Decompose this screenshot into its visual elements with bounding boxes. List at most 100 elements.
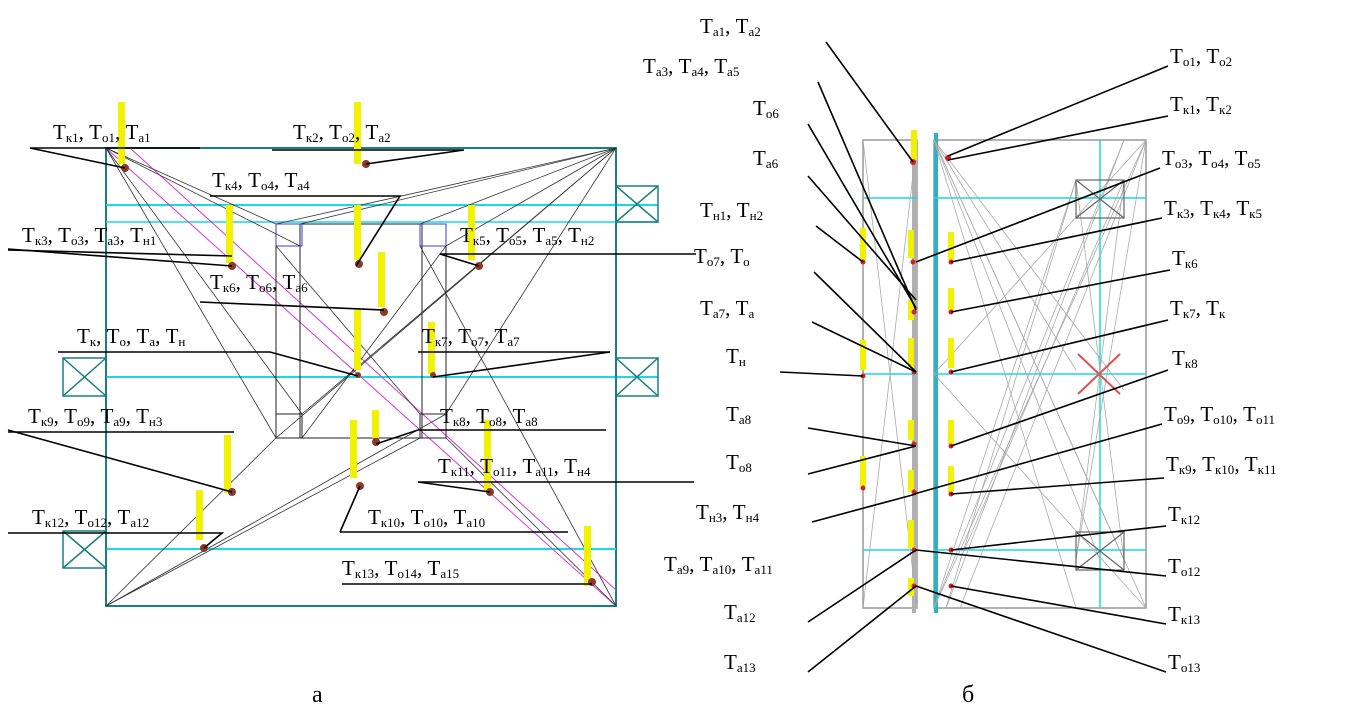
label-base: Т <box>100 404 114 428</box>
label-subscript: к <box>1218 306 1226 321</box>
label-base: Т <box>1162 146 1175 170</box>
label-subscript: а1 <box>712 24 726 39</box>
sensor-label-b-a6: Та6 <box>753 148 779 171</box>
label-base: Т <box>732 500 746 524</box>
panel-a-caption: а <box>312 682 323 708</box>
sensor-label-b-k1: Тк1, Тк2 <box>1170 92 1232 117</box>
label-subscript: а5 <box>727 64 740 79</box>
label-subscript: о12 <box>1180 564 1201 579</box>
label-base: Т <box>724 650 737 674</box>
label-subscript: а <box>149 334 156 349</box>
label-base: Т <box>1236 196 1250 220</box>
label-subscript: к13 <box>354 566 375 581</box>
label-subscript: о10 <box>423 515 443 530</box>
label-subscript: к5 <box>1249 206 1262 221</box>
label-subscript: о2 <box>1219 54 1233 69</box>
label-base: Т <box>106 324 120 348</box>
sensor-label-b-k3: Тк3, Тк4, Тк5 <box>1164 196 1262 221</box>
label-base: Т <box>726 344 739 368</box>
label-base: Т <box>136 404 149 428</box>
label-base: Т <box>438 454 451 478</box>
label-base: Т <box>726 450 739 474</box>
label-subscript: а2 <box>748 24 761 39</box>
label-subscript: к10 <box>1214 462 1235 477</box>
label-subscript: а7 <box>712 306 726 321</box>
panel-b-drawing <box>779 41 1171 673</box>
label-subscript: к1 <box>1182 102 1196 117</box>
sensor-label-b-k9: Тк9, Тк10, Тк11 <box>1166 452 1277 477</box>
label-base: Т <box>700 14 713 38</box>
label-subscript: а12 <box>130 515 150 530</box>
label-base: Т <box>696 500 709 524</box>
label-subscript: к13 <box>1180 612 1201 627</box>
label-subscript: о12 <box>87 515 107 530</box>
label-base: Т <box>1202 452 1215 476</box>
label-base: Т <box>522 454 536 478</box>
label-subscript: о1 <box>1182 54 1196 69</box>
sensor-label-a-k3: Тк3, То3, Та3, Тн1 <box>22 223 157 248</box>
label-base: Т <box>1170 44 1183 68</box>
sensor-label-b-o3: То3, То4, То5 <box>1162 146 1261 171</box>
sensor-label-b-o7: То7, То <box>694 244 750 269</box>
label-base: Т <box>741 552 755 576</box>
label-subscript: а2 <box>378 130 391 145</box>
label-subscript: н4 <box>745 510 760 525</box>
label-base: Т <box>117 505 131 529</box>
label-base: Т <box>1198 146 1212 170</box>
label-base: Т <box>699 552 713 576</box>
label-base: Т <box>678 54 692 78</box>
sensor-label-b-a3: Та3, Та4, Та5 <box>643 54 740 79</box>
label-base: Т <box>700 296 713 320</box>
label-base: Т <box>730 244 744 268</box>
sensor-label-a-k8: Тк8, То8, Та8 <box>440 404 538 429</box>
label-base: Т <box>735 296 749 320</box>
label-subscript: к7 <box>434 334 448 349</box>
label-subscript: а6 <box>765 156 779 171</box>
sensor-label-a-k11: Тк11, То11, Та11, Тн4 <box>438 454 591 479</box>
label-subscript: о13 <box>1180 660 1201 675</box>
sensor-label-b-o6: То6 <box>753 98 779 121</box>
label-base: Т <box>284 168 298 192</box>
label-base: Т <box>384 556 398 580</box>
sensor-label-a-k12: Тк12, То12, Та12 <box>32 505 150 530</box>
panel-b-caption: б <box>962 682 975 708</box>
label-base: Т <box>1168 554 1181 578</box>
sensor-label-b-a12: Та12 <box>724 602 756 625</box>
label-base: Т <box>136 324 150 348</box>
label-base: Т <box>410 505 424 529</box>
sensor-label-a-k1: Тк1, То1, Та1 <box>53 120 151 145</box>
label-base: Т <box>246 270 259 294</box>
label-subscript: к12 <box>44 515 65 530</box>
label-base: Т <box>365 120 379 144</box>
label-base: Т <box>1164 402 1177 426</box>
label-subscript: а5 <box>545 233 558 248</box>
sensor-label-a-k7: Тк7, То7, Та7 <box>422 324 520 349</box>
label-subscript: к4 <box>224 178 238 193</box>
label-base: Т <box>453 505 467 529</box>
label-subscript: о2 <box>341 130 355 145</box>
label-base: Т <box>125 120 139 144</box>
label-subscript: н1 <box>142 233 157 248</box>
label-subscript: а9 <box>113 414 126 429</box>
label-subscript: н4 <box>576 464 591 479</box>
label-subscript: а4 <box>297 178 310 193</box>
panel-a-drawing <box>7 102 696 607</box>
label-base: Т <box>248 168 261 192</box>
label-base: Т <box>368 505 381 529</box>
label-subscript: о11 <box>1255 412 1276 427</box>
label-subscript: к9 <box>40 414 54 429</box>
label-subscript: к3 <box>1176 206 1190 221</box>
label-base: Т <box>700 198 713 222</box>
label-base: Т <box>735 14 749 38</box>
label-base: Т <box>476 404 489 428</box>
sensor-label-a-k9: Тк9, То9, Та9, Тн3 <box>28 404 163 429</box>
label-subscript: к9 <box>1178 462 1192 477</box>
label-base: Т <box>1206 92 1219 116</box>
label-base: Т <box>1243 402 1256 426</box>
label-base: Т <box>329 120 342 144</box>
label-base: Т <box>1170 92 1183 116</box>
label-base: Т <box>564 454 577 478</box>
label-subscript: о <box>743 254 750 269</box>
label-subscript: н2 <box>580 233 595 248</box>
label-subscript: к11 <box>1257 462 1277 477</box>
